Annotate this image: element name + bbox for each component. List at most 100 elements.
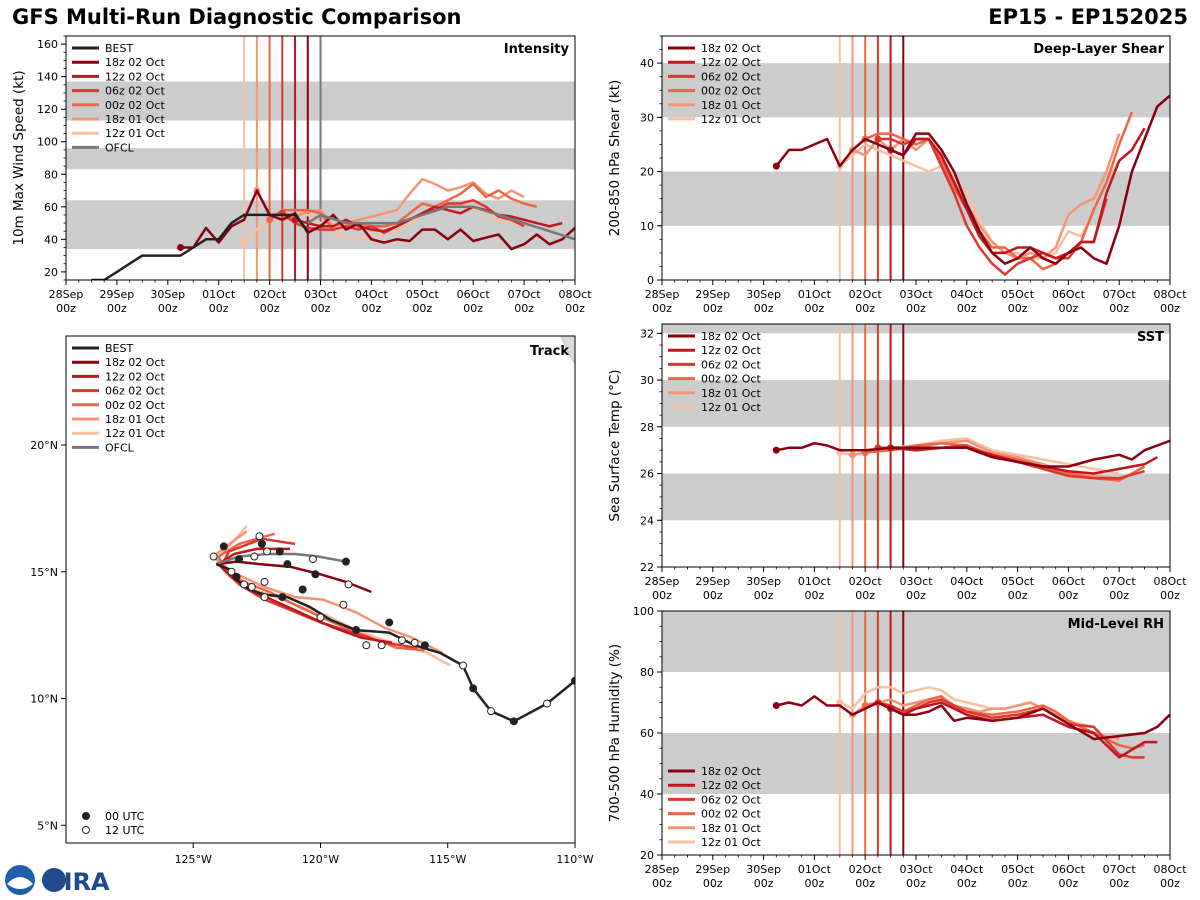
x-tick-hour-label: 00z — [1059, 877, 1079, 890]
x-tick-label: 28Sep — [645, 863, 680, 876]
lon-tick-label: 125°W — [175, 853, 212, 866]
x-tick-hour-label: 00z — [906, 877, 926, 890]
plot-area — [66, 36, 575, 280]
x-tick-hour-label: 00z — [1160, 302, 1180, 315]
track-position-marker — [487, 707, 496, 716]
plot-area — [662, 611, 1170, 855]
y-axis-label: Sea Surface Temp (°C) — [607, 369, 623, 521]
track-position-marker — [257, 539, 266, 548]
track-position-marker — [209, 552, 218, 561]
threshold-band — [662, 733, 1170, 794]
threshold-band — [662, 380, 1170, 427]
track-position-marker — [469, 684, 478, 693]
legend-label: 12z 01 Oct — [105, 427, 165, 440]
track-position-marker — [459, 661, 468, 670]
legend-label: 18z 02 Oct — [105, 56, 165, 69]
x-tick-label: 07Oct — [1103, 288, 1137, 301]
x-tick-hour-label: 00z — [805, 302, 825, 315]
legend-label: 12z 01 Oct — [701, 401, 761, 414]
lat-tick-label: 15°N — [30, 566, 58, 579]
track-position-marker — [352, 626, 361, 635]
series-line-06z-02-oct — [877, 698, 1145, 759]
agency-logos: CIRA — [5, 865, 110, 896]
y-tick-label: 30 — [640, 111, 654, 124]
lat-tick-label: 20°N — [30, 439, 58, 452]
series-line-18z-01-oct — [852, 133, 1121, 260]
legend-label: 00z 02 Oct — [105, 99, 165, 112]
track-line-18z-01-oct — [212, 530, 444, 655]
series-line-best — [91, 213, 309, 280]
y-tick-label: 60 — [44, 201, 58, 214]
threshold-band — [662, 171, 1170, 226]
track-position-marker — [420, 641, 429, 650]
x-tick-hour-label: 00z — [463, 302, 483, 315]
series-start-marker — [240, 239, 248, 247]
x-tick-hour-label: 00z — [1160, 877, 1180, 890]
x-tick-hour-label: 00z — [754, 302, 774, 315]
track-position-marker — [509, 717, 518, 726]
y-tick-label: 24 — [640, 514, 654, 527]
cira-globe-icon — [42, 868, 66, 892]
x-tick-label: 28Sep — [49, 288, 84, 301]
x-tick-hour-label: 00z — [362, 302, 382, 315]
x-tick-label: 06Oct — [1052, 288, 1086, 301]
x-tick-label: 04Oct — [355, 288, 389, 301]
track-position-marker — [298, 585, 307, 594]
lon-tick-label: 115°W — [429, 853, 466, 866]
x-tick-label: 01Oct — [798, 288, 832, 301]
x-tick-label: 02Oct — [849, 863, 883, 876]
x-tick-hour-label: 00z — [56, 302, 76, 315]
series-start-marker — [266, 216, 274, 224]
series-line-18z-01-oct — [255, 177, 525, 228]
threshold-band — [662, 611, 1170, 672]
marker-legend-label: 12 UTC — [105, 824, 145, 837]
x-tick-label: 08Oct — [1153, 863, 1187, 876]
x-tick-label: 29Sep — [695, 288, 730, 301]
noaa-bird-icon — [7, 877, 33, 889]
legend-label: 06z 02 Oct — [105, 385, 165, 398]
series-start-marker — [874, 135, 882, 143]
map-area — [209, 336, 575, 726]
x-tick-label: 05Oct — [406, 288, 440, 301]
x-tick-label: 06Oct — [1052, 863, 1086, 876]
y-tick-label: 20 — [640, 166, 654, 179]
track-position-marker — [250, 552, 259, 561]
y-tick-label: 60 — [640, 727, 654, 740]
track-position-marker — [344, 580, 353, 589]
track-position-marker — [311, 570, 320, 579]
series-start-marker — [177, 243, 185, 251]
track-position-marker — [385, 618, 394, 627]
figure-title: GFS Multi-Run Diagnostic Comparison — [12, 5, 462, 29]
track-position-marker — [227, 567, 236, 576]
x-tick-label: 30Sep — [746, 288, 781, 301]
legend-label: 06z 02 Oct — [701, 70, 761, 83]
track-position-marker — [260, 577, 269, 586]
x-tick-hour-label: 00z — [209, 302, 229, 315]
legend-label: 12z 01 Oct — [105, 127, 165, 140]
x-tick-hour-label: 00z — [957, 877, 977, 890]
x-tick-label: 07Oct — [1103, 863, 1137, 876]
panel-title: SST — [1137, 330, 1164, 345]
x-tick-label: 05Oct — [1001, 288, 1035, 301]
series-line-18z-01-oct — [851, 695, 1120, 741]
chart-track: 125°W 120°W 115°W 110°W 5°N 10°N 15°N 20°N Track… — [30, 335, 594, 866]
x-tick-label: 04Oct — [950, 288, 984, 301]
x-tick-hour-label: 00z — [957, 302, 977, 315]
x-tick-label: 07Oct — [1103, 575, 1137, 588]
track-position-marker — [377, 641, 386, 650]
legend-label: 18z 01 Oct — [701, 99, 761, 112]
x-tick-hour-label: 00z — [1059, 589, 1079, 602]
track-position-marker — [543, 699, 552, 708]
y-tick-label: 30 — [640, 374, 654, 387]
y-axis-label: 200-850 hPa Shear (kt) — [607, 80, 623, 237]
x-tick-label: 08Oct — [1153, 575, 1187, 588]
x-tick-hour-label: 00z — [1059, 302, 1079, 315]
x-tick-hour-label: 00z — [1008, 302, 1028, 315]
track-position-marker — [255, 532, 264, 541]
legend-label: 00z 02 Oct — [105, 399, 165, 412]
coastline — [560, 336, 575, 365]
